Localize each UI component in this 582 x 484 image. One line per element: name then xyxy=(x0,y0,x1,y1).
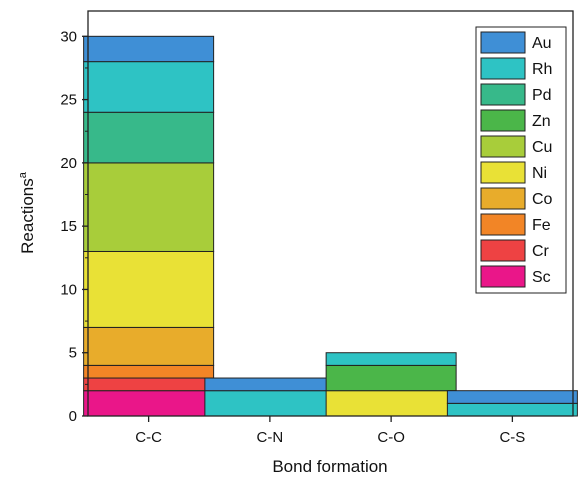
x-tick-label-c-c: C-C xyxy=(135,429,162,446)
legend-label-cr: Cr xyxy=(532,243,550,260)
x-axis-title: Bond formation xyxy=(272,457,387,476)
y-tick-label: 15 xyxy=(60,218,77,235)
bar-segment-c-o-rh xyxy=(325,352,457,366)
legend-swatch-au xyxy=(480,31,526,54)
bar-segment-c-o-ni xyxy=(325,390,457,417)
y-tick-label: 20 xyxy=(60,155,77,172)
legend-swatch-zn xyxy=(480,109,526,132)
y-tick-label: 0 xyxy=(69,408,77,425)
legend-label-pd: Pd xyxy=(532,87,552,104)
y-tick-label: 25 xyxy=(60,92,77,109)
legend-label-co: Co xyxy=(532,191,553,208)
legend-swatch-ni xyxy=(480,161,526,184)
y-axis-title-superscript: a xyxy=(17,171,29,178)
plot-frame xyxy=(87,10,574,417)
bar-segment-c-s-rh xyxy=(446,402,578,417)
legend-swatch-fe xyxy=(480,213,526,236)
legend-swatch-cr xyxy=(480,239,526,262)
legend-swatch-co xyxy=(480,187,526,210)
y-axis: 0 5 10 15 20 25 30 xyxy=(60,28,88,425)
bar-segment-c-c-cr xyxy=(83,377,215,392)
legend-label-ni: Ni xyxy=(532,165,547,182)
legend-label-au: Au xyxy=(532,35,552,52)
legend-swatch-sc xyxy=(480,265,526,288)
bar-segment-c-o-zn xyxy=(325,364,457,392)
bar-segment-c-s-au xyxy=(446,390,578,404)
y-tick-label: 5 xyxy=(69,345,77,362)
legend-label-cu: Cu xyxy=(532,139,552,156)
legend-label-rh: Rh xyxy=(532,61,552,78)
y-tick-label: 30 xyxy=(60,28,77,45)
x-tick-label-c-n: C-N xyxy=(257,429,284,446)
legend-swatch-pd xyxy=(480,83,526,106)
bar-segment-c-c-pd xyxy=(83,111,215,164)
bar-segment-c-n-au xyxy=(204,377,336,392)
legend-swatch-rh xyxy=(480,57,526,80)
bar-segment-c-c-au xyxy=(83,35,215,63)
bar-segment-c-c-cu xyxy=(83,162,215,252)
x-axis: C-C C-N C-O C-S xyxy=(135,416,525,446)
bars-layer xyxy=(83,35,578,417)
legend: Au Rh Pd Zn Cu Ni Co Fe Cr Sc xyxy=(475,26,567,294)
bar-segment-c-c-sc xyxy=(83,390,215,417)
legend-label-fe: Fe xyxy=(532,217,551,234)
legend-label-zn: Zn xyxy=(532,113,551,130)
bar-segment-c-c-ni xyxy=(83,250,215,328)
y-axis-title: Reactionsa xyxy=(17,171,37,254)
legend-label-sc: Sc xyxy=(532,269,551,286)
y-axis-title-main: Reactions xyxy=(18,178,37,254)
bar-segment-c-c-co xyxy=(83,326,215,366)
y-tick-label: 10 xyxy=(60,281,77,298)
x-tick-label-c-s: C-S xyxy=(499,429,525,446)
legend-swatch-cu xyxy=(480,135,526,158)
bar-segment-c-c-rh xyxy=(83,61,215,113)
bar-segment-c-n-rh xyxy=(204,390,336,417)
bar-segment-c-c-fe xyxy=(83,364,215,379)
x-tick-label-c-o: C-O xyxy=(377,429,405,446)
